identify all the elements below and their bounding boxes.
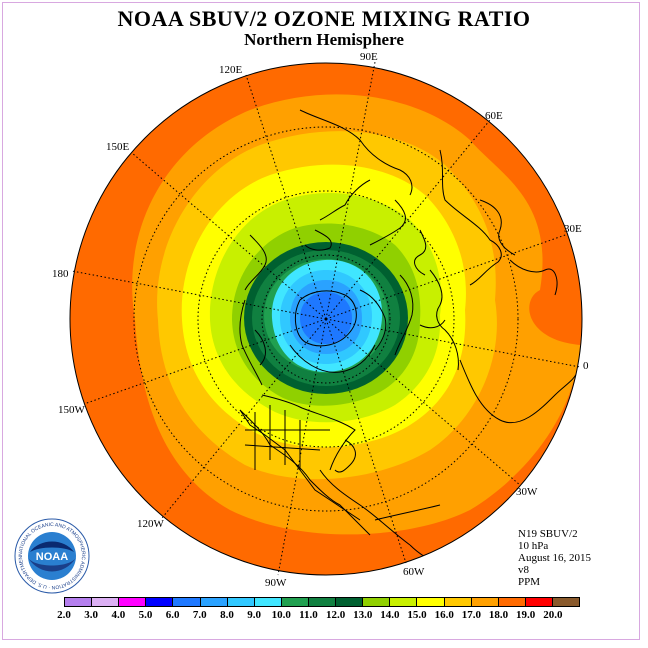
lon-label-60w: 60W [403,566,425,578]
info-version: v8 [518,564,529,576]
colorbar-tick-label: 8.0 [220,609,234,621]
colorbar-ticks: 2.0 3.0 4.0 5.0 6.0 7.0 8.0 9.0 10.0 11.0 12.0 13.0… [0,609,648,623]
colorbar-segment [336,598,364,606]
info-instrument: N19 SBUV/2 [518,528,578,540]
colorbar-tick-label: 13.0 [353,609,373,621]
colorbar-segment [65,598,93,606]
colorbar-segment [552,598,580,606]
lon-label-120w: 120W [137,518,164,530]
colorbar-segment [498,598,526,606]
colorbar-tick-label: 16.0 [434,609,454,621]
info-level: 10 hPa [518,540,549,552]
colorbar-tick-label: 18.0 [488,609,509,621]
colorbar-segment [119,598,147,606]
page-subtitle: Northern Hemisphere [244,30,404,49]
colorbar-tick-label: 2.0 [57,609,71,621]
lon-label-60e: 60E [485,110,503,122]
colorbar-segment [525,598,553,606]
logo-bird-icon [30,541,74,552]
colorbar-tick-label: 4.0 [111,609,126,621]
lon-label-30e: 30E [564,223,582,235]
lon-label-150e: 150E [106,141,130,153]
colorbar [64,597,580,607]
colorbar-tick-label: 20.0 [543,609,563,621]
lon-label-120e: 120E [219,64,243,76]
colorbar-tick-label: 12.0 [325,609,346,621]
colorbar-tick-label: 5.0 [138,609,153,621]
info-date: August 16, 2015 [518,552,592,564]
graticule [71,61,581,576]
info-units: PPM [518,576,541,588]
colorbar-tick-label: 19.0 [516,609,536,621]
colorbar-segment [471,598,499,606]
logo-text: NOAA [36,551,68,563]
colorbar-tick-label: 15.0 [407,609,427,621]
lon-label-150w: 150W [58,404,85,416]
lon-label-90w: 90W [265,577,287,589]
colorbar-tick-label: 7.0 [192,609,207,621]
colorbar-tick-label: 9.0 [247,609,261,621]
colorbar-segment [227,598,255,606]
colorbar-segment [173,598,201,606]
colorbar-segment [390,598,418,606]
lon-label-180: 180 [52,268,69,280]
image-frame [2,2,640,640]
colorbar-segment [308,598,337,606]
colorbar-segment [146,598,174,606]
colorbar-tick-label: 10.0 [271,609,291,621]
page-title: NOAA SBUV/2 OZONE MIXING RATIO [117,6,531,31]
colorbar-tick-label: 6.0 [165,609,180,621]
colorbar-tick-label: 17.0 [461,609,481,621]
dataset-info: N19 SBUV/2 10 hPa August 16, 2015 v8 PPM [518,528,591,588]
colorbar-tick-label: 11.0 [299,609,318,621]
colorbar-segment [363,598,391,606]
colorbar-segment [417,598,445,606]
lon-label-0: 0 [583,360,589,372]
colorbar-tick-label: 14.0 [380,609,400,621]
colorbar-segment [92,598,120,606]
colorbar-segment [254,598,282,606]
colorbar-segment [200,598,228,606]
noaa-logo: NATIONAL OCEANIC AND ATMOSPHERIC ADMINIS… [14,518,90,594]
colorbar-tick-label: 3.0 [84,609,99,621]
colorbar-segment [444,598,472,606]
lon-label-30w: 30W [516,486,538,498]
lon-label-90e: 90E [360,51,378,63]
colorbar-segment [281,598,309,606]
map-border [69,62,583,576]
logo-wave-icon [28,558,76,572]
